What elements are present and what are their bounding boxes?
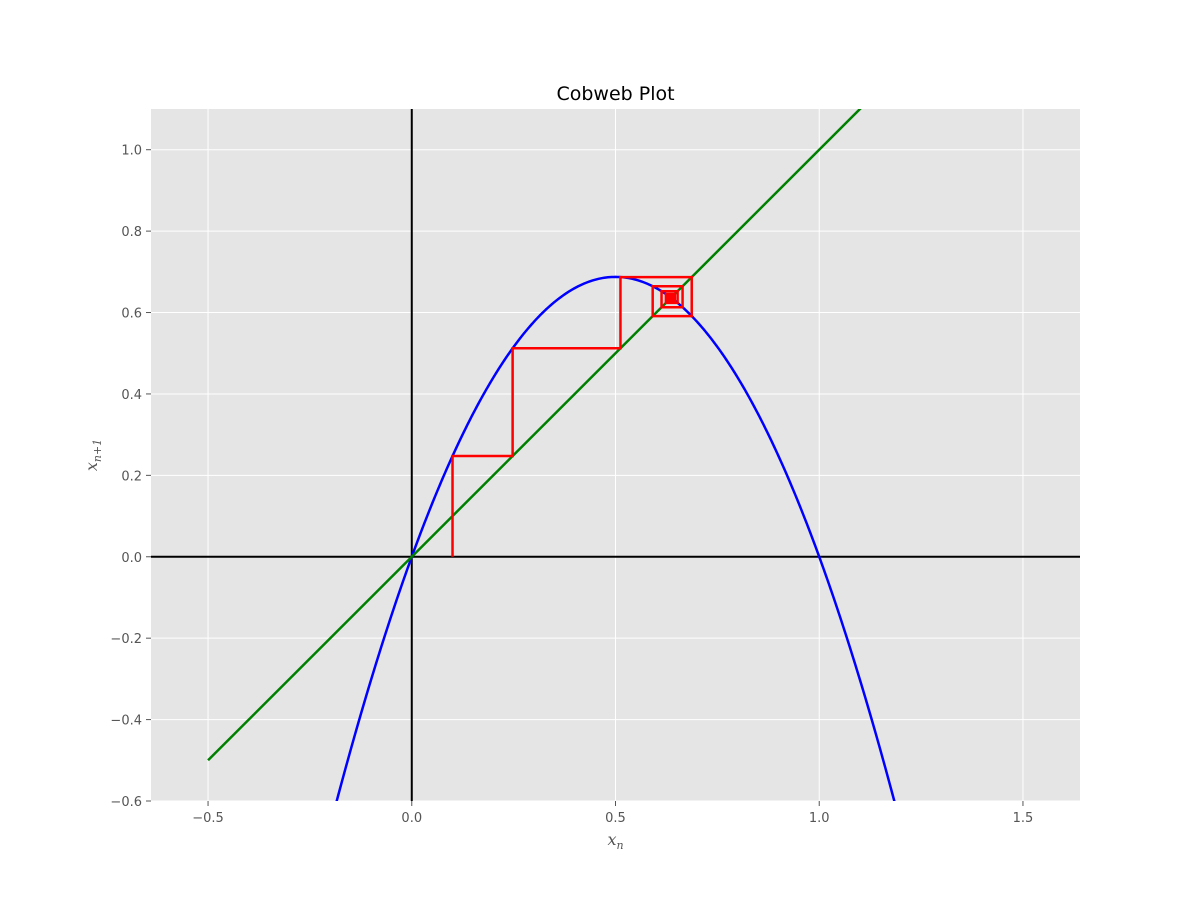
y-tick-label: −0.6 — [110, 795, 142, 810]
plot-area — [151, 109, 1080, 801]
ticks: −0.5 0.0 0.5 1.0 1.5 −0.6 −0.4 −0.2 0.0 0.2 0.4 0.6… — [110, 144, 1033, 826]
x-tick-label: −0.5 — [192, 811, 224, 826]
y-tick-label: 0.2 — [121, 469, 142, 484]
chart-title: Cobweb Plot — [556, 83, 674, 105]
logistic-map-curve — [335, 275, 896, 801]
y-tick-label: −0.4 — [110, 714, 142, 729]
x-tick-label: 0.5 — [605, 811, 626, 826]
y-tick-label: 0.6 — [121, 307, 142, 322]
x-axis-label: xn — [607, 830, 623, 852]
identity-line — [207, 109, 862, 762]
y-tick-label: 1.0 — [121, 144, 142, 159]
y-tick-label: 0.0 — [121, 551, 142, 566]
y-axis-label: xn+1 — [82, 439, 104, 471]
y-tick-label: −0.2 — [110, 632, 142, 647]
y-tick-label: 0.4 — [121, 388, 142, 403]
cobweb-path — [451, 275, 693, 557]
x-tick-label: 1.5 — [1013, 811, 1034, 826]
x-tick-label: 0.0 — [401, 811, 422, 826]
y-tick-label: 0.8 — [121, 225, 142, 240]
x-tick-label: 1.0 — [809, 811, 830, 826]
